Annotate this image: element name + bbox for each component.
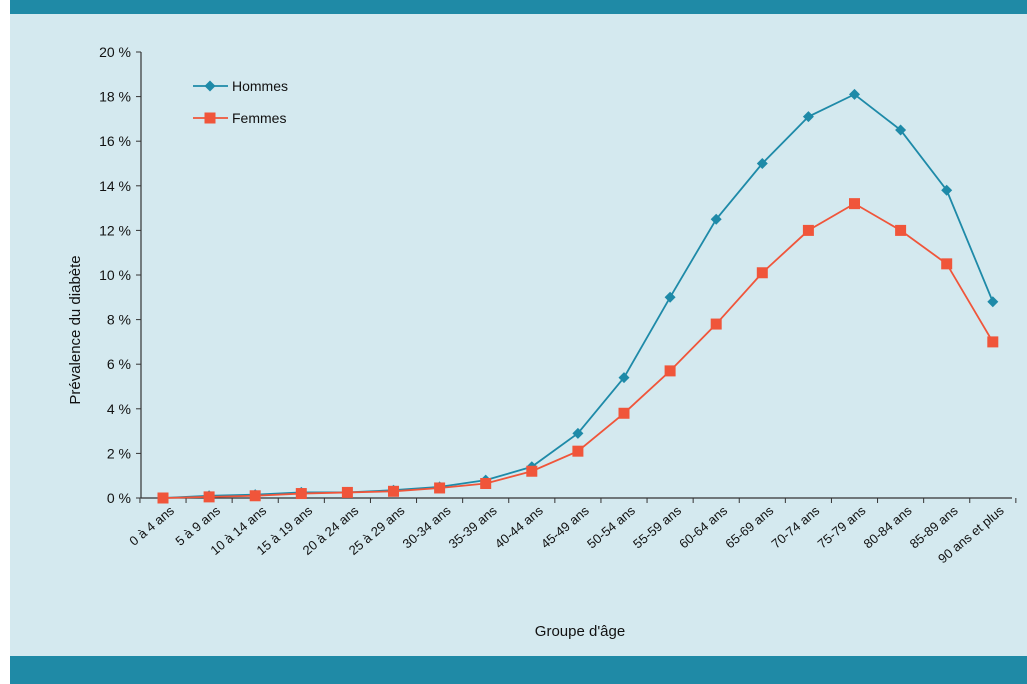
- x-axis-label: Groupe d'âge: [535, 623, 625, 640]
- data-point-femmes: [388, 485, 399, 497]
- data-point-femmes: [756, 267, 768, 279]
- y-tick-label: 14 %: [99, 178, 131, 194]
- data-point-femmes: [572, 445, 584, 457]
- y-tick-label: 16 %: [99, 133, 131, 149]
- x-tick-label: 40-44 ans: [492, 502, 546, 551]
- y-tick-label: 0 %: [107, 490, 131, 506]
- data-point-femmes: [895, 224, 907, 236]
- y-tick-label: 8 %: [107, 312, 131, 328]
- data-point-femmes: [341, 486, 353, 498]
- data-point-femmes: [987, 336, 999, 348]
- y-tick-label: 12 %: [99, 222, 131, 238]
- data-point-femmes: [526, 465, 538, 477]
- data-point-hommes: [987, 296, 999, 308]
- x-tick-label: 0 à 4 ans: [126, 502, 177, 548]
- data-point-hommes: [849, 88, 860, 100]
- x-tick-label: 80-84 ans: [861, 502, 915, 551]
- data-point-femmes: [941, 258, 953, 270]
- data-point-femmes: [203, 491, 215, 503]
- y-axis-label: Prévalence du diabète: [67, 255, 84, 404]
- top-band: [10, 0, 1027, 14]
- bottom-band: [10, 656, 1027, 684]
- y-tick-label: 18 %: [99, 89, 131, 105]
- data-point-femmes: [249, 490, 261, 502]
- data-point-femmes: [618, 407, 630, 419]
- data-point-femmes: [434, 482, 446, 494]
- data-point-femmes: [480, 478, 492, 490]
- chart-panel: [10, 14, 1027, 656]
- x-tick-label: 65-69 ans: [722, 502, 776, 551]
- y-tick-label: 10 %: [99, 267, 131, 283]
- legend-label-hommes: Hommes: [232, 78, 288, 94]
- x-tick-label: 45-49 ans: [538, 502, 592, 551]
- legend-label-femmes: Femmes: [232, 110, 286, 126]
- x-tick-label: 60-64 ans: [676, 502, 730, 551]
- data-point-femmes: [849, 198, 860, 210]
- data-point-hommes: [941, 184, 953, 196]
- data-point-hommes: [618, 372, 630, 384]
- data-point-hommes: [802, 111, 814, 123]
- data-point-femmes: [710, 318, 722, 330]
- x-tick-label: 35-39 ans: [446, 502, 500, 551]
- data-point-hommes: [895, 124, 907, 136]
- data-point-femmes: [802, 224, 814, 236]
- y-tick-label: 20 %: [99, 44, 131, 60]
- data-point-hommes: [572, 427, 584, 439]
- y-tick-label: 4 %: [107, 401, 131, 417]
- legend: Hommes Femmes: [193, 78, 288, 126]
- data-point-femmes: [295, 488, 307, 500]
- y-tick-label: 2 %: [107, 445, 131, 461]
- y-tick-label: 6 %: [107, 356, 131, 372]
- data-point-femmes: [664, 365, 676, 377]
- x-tick-label: 70-74 ans: [768, 502, 822, 551]
- data-point-femmes: [157, 492, 169, 504]
- x-tick-label: 50-54 ans: [584, 502, 638, 551]
- x-tick-label: 75-79 ans: [814, 502, 868, 551]
- legend-marker-femmes: [204, 112, 216, 124]
- series: [157, 88, 999, 504]
- legend-marker-hommes: [204, 80, 216, 92]
- x-tick-label: 55-59 ans: [630, 502, 684, 551]
- x-tick-label: 30-34 ans: [400, 502, 454, 551]
- data-point-hommes: [710, 213, 722, 225]
- data-point-hommes: [756, 158, 768, 169]
- data-point-hommes: [664, 291, 676, 303]
